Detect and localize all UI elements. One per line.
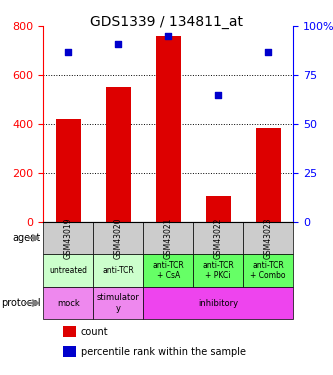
FancyBboxPatch shape — [143, 222, 193, 254]
Text: inhibitory: inhibitory — [198, 298, 238, 307]
Bar — [106, 87, 131, 222]
Bar — [206, 196, 231, 222]
Text: anti-TCR
+ Combo: anti-TCR + Combo — [250, 261, 286, 280]
Point — [265, 49, 271, 55]
FancyBboxPatch shape — [93, 287, 143, 320]
Bar — [63, 326, 76, 337]
Point — [215, 92, 221, 98]
Text: anti-TCR
+ CsA: anti-TCR + CsA — [152, 261, 184, 280]
FancyBboxPatch shape — [143, 287, 293, 320]
FancyBboxPatch shape — [243, 254, 293, 287]
Point — [116, 41, 121, 47]
Point — [166, 33, 171, 39]
Text: protocol: protocol — [1, 298, 41, 308]
Text: GSM43022: GSM43022 — [213, 217, 223, 259]
FancyBboxPatch shape — [193, 254, 243, 287]
FancyBboxPatch shape — [193, 222, 243, 254]
Text: GSM43020: GSM43020 — [114, 217, 123, 259]
Point — [66, 49, 71, 55]
FancyBboxPatch shape — [93, 254, 143, 287]
Text: GDS1339 / 134811_at: GDS1339 / 134811_at — [90, 15, 243, 29]
Text: GSM43019: GSM43019 — [64, 217, 73, 259]
Text: mock: mock — [57, 298, 80, 307]
Text: agent: agent — [13, 233, 41, 243]
Bar — [56, 119, 81, 222]
Text: count: count — [81, 327, 108, 337]
Bar — [156, 36, 180, 222]
FancyBboxPatch shape — [43, 222, 93, 254]
Bar — [63, 346, 76, 357]
FancyBboxPatch shape — [43, 254, 93, 287]
FancyBboxPatch shape — [143, 254, 193, 287]
Text: stimulator
y: stimulator y — [97, 293, 140, 313]
Text: percentile rank within the sample: percentile rank within the sample — [81, 347, 246, 357]
Text: GSM43021: GSM43021 — [164, 217, 173, 259]
Text: anti-TCR
+ PKCi: anti-TCR + PKCi — [202, 261, 234, 280]
FancyBboxPatch shape — [243, 222, 293, 254]
Text: untreated: untreated — [49, 266, 87, 275]
Bar — [256, 128, 281, 222]
FancyBboxPatch shape — [43, 287, 93, 320]
Text: anti-TCR: anti-TCR — [102, 266, 134, 275]
Text: GSM43023: GSM43023 — [263, 217, 273, 259]
FancyBboxPatch shape — [93, 222, 143, 254]
